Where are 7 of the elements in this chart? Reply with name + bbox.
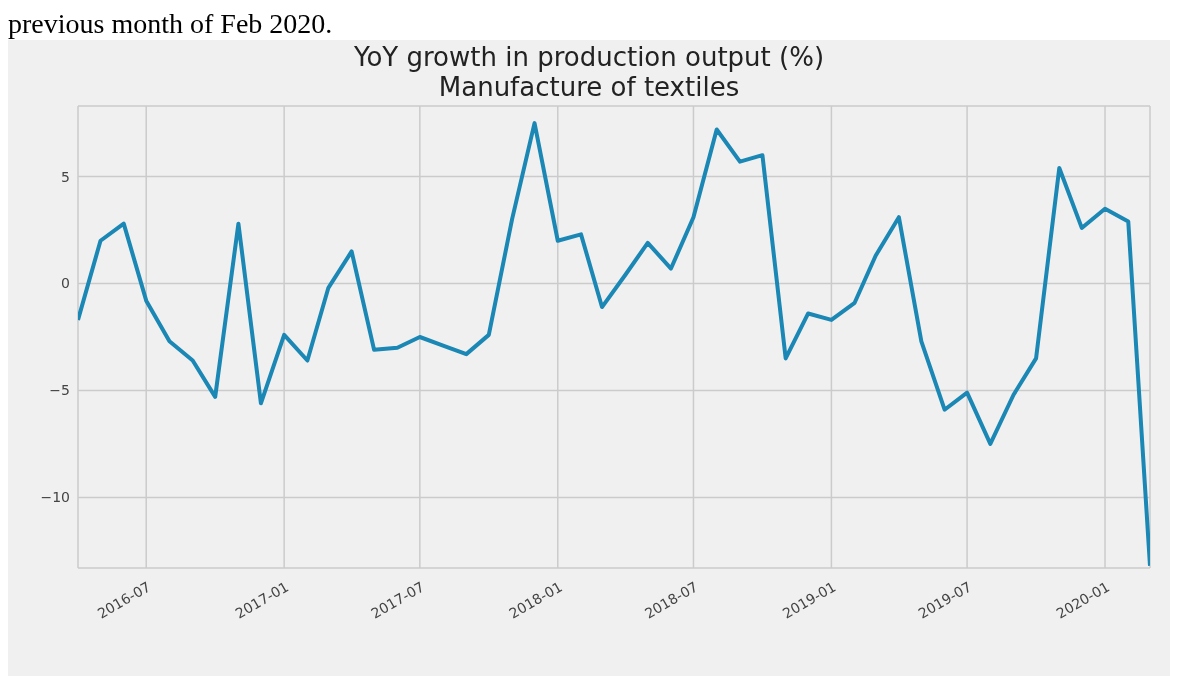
y-tick-label: −5: [49, 382, 70, 399]
y-tick-label: −10: [40, 489, 70, 506]
chart-subtitle: Manufacture of textiles: [437, 72, 741, 102]
chart-title: YoY growth in production output (%): [352, 42, 826, 72]
y-tick-label: 0: [61, 275, 70, 292]
y-tick-label: 5: [61, 168, 70, 185]
text: previous month of Feb 2020.: [8, 8, 334, 40]
